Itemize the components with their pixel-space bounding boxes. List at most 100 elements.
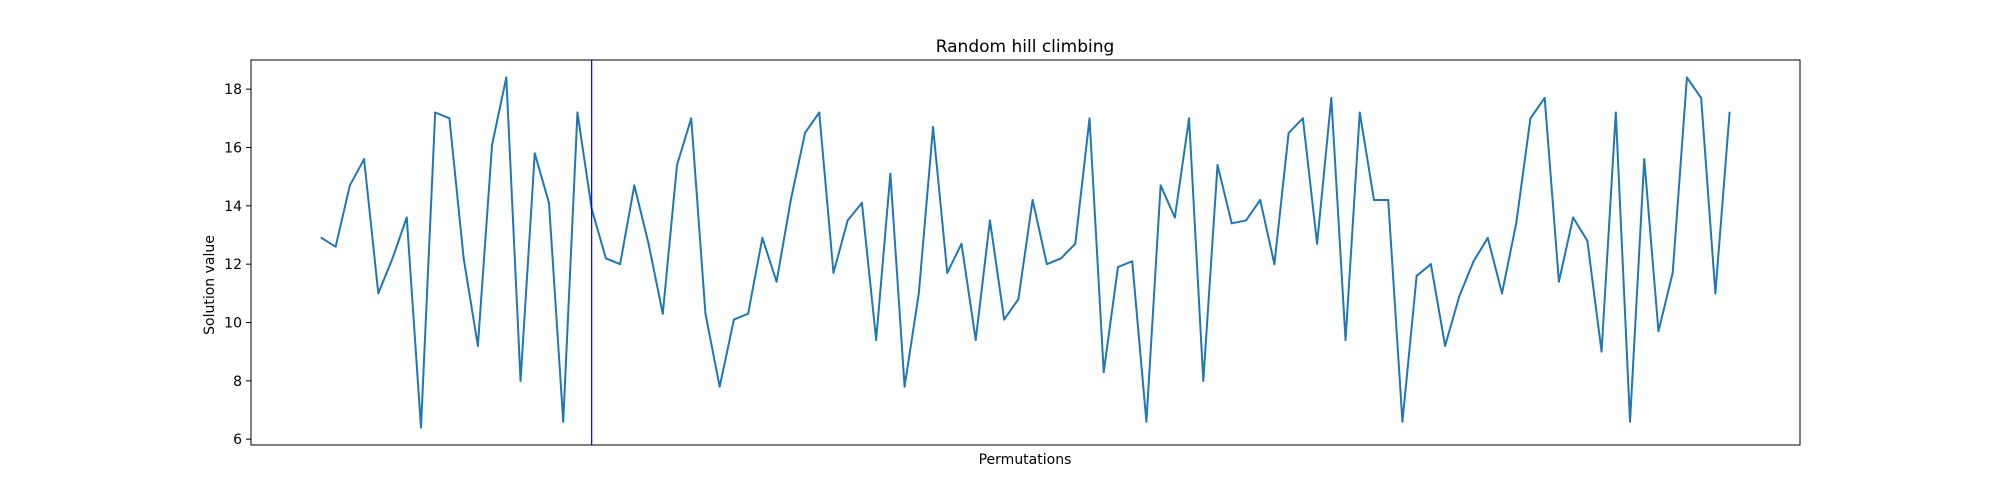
data-point [690, 117, 693, 120]
data-point [846, 219, 849, 222]
data-point [377, 292, 380, 295]
data-point [491, 143, 494, 146]
data-point [1131, 260, 1134, 263]
data-point [1188, 117, 1191, 120]
data-point [661, 312, 664, 315]
data-point [1387, 199, 1390, 201]
data-point [1202, 379, 1205, 382]
data-point [761, 236, 764, 239]
data-point [1429, 263, 1432, 266]
data-point [917, 292, 920, 295]
data-point [1102, 371, 1105, 374]
data-point [476, 344, 479, 347]
data-point [391, 257, 394, 260]
data-point [1444, 344, 1447, 347]
data-point [1600, 350, 1603, 353]
data-point [1316, 242, 1319, 245]
data-point [704, 312, 707, 315]
data-point [1472, 260, 1475, 263]
data-point [889, 172, 892, 175]
data-point [1358, 111, 1361, 114]
data-point [1671, 271, 1674, 274]
data-point [988, 219, 991, 222]
data-point [1330, 96, 1333, 99]
data-point [789, 199, 792, 201]
data-point [1259, 199, 1262, 201]
data-point [718, 385, 721, 388]
data-point [1017, 298, 1020, 301]
data-point [875, 339, 878, 341]
data-point [334, 245, 337, 248]
chart-title: Random hill climbing [936, 37, 1115, 57]
x-axis-label: Permutations [979, 452, 1072, 468]
data-point [405, 216, 408, 219]
y-tick-label: 18 [224, 82, 242, 98]
plot-area [320, 60, 1731, 445]
y-tick-label: 16 [224, 141, 242, 157]
data-point [1301, 117, 1304, 120]
data-point [1515, 222, 1518, 225]
data-point [1572, 216, 1575, 219]
data-point [533, 152, 536, 155]
data-point [1557, 280, 1560, 283]
data-point [1074, 242, 1077, 245]
data-point [1344, 339, 1347, 341]
y-tick-label: 12 [224, 257, 242, 273]
data-point [1159, 184, 1162, 187]
data-point [1045, 263, 1048, 266]
y-tick-label: 8 [233, 374, 242, 390]
data-point [676, 164, 679, 166]
data-point [932, 126, 935, 129]
data-point [1244, 219, 1247, 222]
data-point [348, 184, 351, 187]
data-point [1657, 330, 1660, 333]
data-point [1401, 420, 1404, 423]
data-point [547, 201, 550, 204]
data-point [1714, 292, 1717, 295]
data-point [519, 379, 522, 382]
data-point [960, 242, 963, 245]
data-point [1060, 257, 1063, 260]
y-tick-label: 6 [233, 432, 242, 448]
data-point [832, 271, 835, 274]
data-point [1501, 292, 1504, 295]
data-point [747, 312, 750, 315]
data-point [419, 426, 422, 429]
data-point [462, 257, 465, 260]
data-point [1543, 96, 1546, 99]
data-point [1486, 236, 1489, 239]
data-point [562, 420, 565, 423]
y-tick-label: 10 [224, 316, 242, 332]
y-axis-label: Solution value [202, 235, 218, 335]
data-point [775, 280, 778, 283]
data-point [619, 263, 622, 266]
data-point [1685, 76, 1688, 79]
data-point [576, 111, 579, 114]
data-point [804, 131, 807, 134]
data-point [1372, 199, 1375, 201]
data-point [974, 339, 977, 341]
series-line [320, 76, 1731, 429]
data-point [647, 242, 650, 245]
data-point [633, 184, 636, 187]
data-point [320, 236, 323, 239]
data-point [1287, 131, 1290, 134]
data-point [1003, 318, 1006, 321]
data-point [1614, 111, 1617, 114]
data-point [1629, 420, 1632, 423]
data-point [1529, 117, 1532, 120]
data-point [1145, 420, 1148, 423]
data-point [946, 271, 949, 274]
data-point [604, 257, 607, 260]
data-point [732, 318, 735, 321]
data-point [363, 158, 366, 161]
data-point [1415, 274, 1418, 277]
data-point [860, 201, 863, 204]
data-point [1643, 158, 1646, 161]
data-point [1273, 263, 1276, 266]
data-point [1700, 96, 1703, 99]
y-axis-ticks: 6 8 10 12 14 16 18 [224, 82, 251, 448]
data-point [434, 111, 437, 114]
data-point [903, 385, 906, 388]
